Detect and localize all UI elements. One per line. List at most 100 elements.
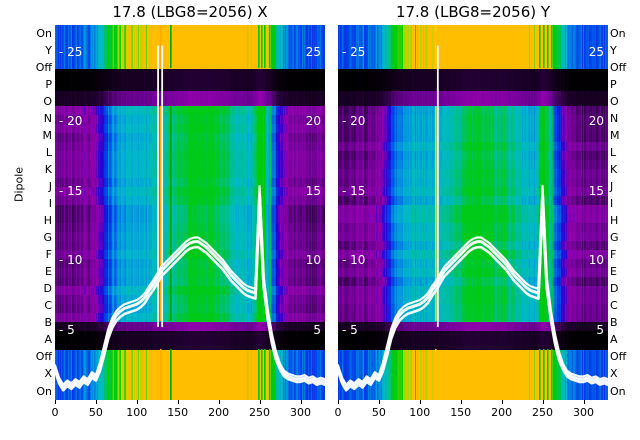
- dipole-tick-label: K: [610, 162, 618, 176]
- x-tick-label: 100: [126, 406, 148, 419]
- inner-ytick-label: - 15: [59, 183, 83, 198]
- x-tick-mark: [177, 400, 179, 404]
- x-tick-mark: [378, 400, 380, 404]
- dipole-tick-label: M: [610, 128, 620, 142]
- inner-ytick-label: 25: [305, 44, 321, 59]
- spectrogram-panel-y[interactable]: - 25 25 - 20 20 - 15 15 - 10 10 - 5 5: [338, 25, 608, 400]
- dipole-tick-label: J: [48, 179, 52, 193]
- dipole-tick-label: Y: [45, 43, 52, 57]
- x-tick-label: 150: [167, 406, 189, 419]
- inner-ytick-label: - 25: [59, 44, 83, 59]
- dipole-tick-label: G: [610, 231, 619, 245]
- dipole-tick-label: O: [610, 94, 619, 108]
- dipole-tick-label: Y: [610, 43, 617, 57]
- dipole-tick-label: H: [43, 214, 52, 227]
- dipole-tick-label: P: [610, 77, 617, 91]
- dipole-tick-label: C: [610, 299, 618, 313]
- dipole-tick-label: N: [43, 111, 52, 125]
- x-tick-mark: [95, 400, 97, 404]
- x-tick-label: 200: [208, 406, 230, 419]
- heatmap-image-x: [55, 25, 325, 400]
- x-tick-mark: [583, 400, 585, 404]
- inner-ytick-label: 15: [305, 183, 321, 198]
- dipole-tick-label: P: [45, 77, 52, 91]
- panel-title-right: 17.8 (LBG8=2056) Y: [395, 3, 551, 21]
- dipole-tick-label: L: [45, 145, 52, 159]
- dipole-tick-label: D: [610, 282, 619, 296]
- y-axis-label: Dipole: [12, 166, 26, 203]
- x-tick-label: 300: [290, 406, 311, 419]
- spectrogram-panel-x[interactable]: - 25 25 - 20 20 - 15 15 - 10 10 - 5 5: [55, 25, 325, 400]
- x-tick-label: 50: [88, 406, 103, 419]
- inner-ytick-label: - 10: [59, 253, 83, 268]
- x-tick-label: 250: [532, 406, 553, 419]
- dipole-tick-label: L: [610, 145, 617, 159]
- inner-ytick-label: 15: [588, 183, 604, 198]
- dipole-tick-label: A: [44, 333, 52, 347]
- x-axis-right: 0 50 100 150 200 250 300: [334, 400, 608, 430]
- x-tick-mark: [55, 400, 56, 404]
- inner-ytick-label: - 5: [59, 322, 75, 337]
- dipole-tick-label: F: [610, 248, 617, 262]
- x-tick-label: 0: [334, 406, 342, 419]
- dipole-tick-label: C: [44, 299, 52, 313]
- inner-ytick-label: 20: [305, 114, 321, 129]
- x-tick-label: 200: [491, 406, 513, 419]
- inner-ytick-label: - 20: [342, 114, 366, 129]
- dipole-tick-label: I: [48, 197, 52, 210]
- heatmap-image-y: [338, 25, 608, 400]
- dipole-tick-label: B: [44, 316, 52, 330]
- dipole-tick-label: K: [44, 162, 52, 176]
- x-tick-mark: [419, 400, 421, 404]
- inner-ytick-label: 10: [588, 253, 604, 268]
- dipole-tick-label: H: [610, 214, 619, 227]
- dipole-axis-left: On Y Off P O N M L K J I H G F E D C B A Off X On: [18, 25, 52, 400]
- inner-ytick-label: - 20: [59, 114, 83, 129]
- x-tick-label: 100: [409, 406, 431, 419]
- dipole-tick-label: Off: [35, 350, 52, 364]
- dipole-axis-right: On Y Off P O N M L K J I H G F E D C B A Off X On: [608, 25, 640, 400]
- dipole-tick-label: Off: [610, 60, 627, 74]
- dipole-tick-label: On: [36, 26, 52, 40]
- x-tick-mark: [501, 400, 503, 404]
- dipole-tick-label: I: [610, 197, 614, 210]
- inner-ytick-label: 20: [588, 114, 604, 129]
- dipole-tick-label: On: [36, 384, 52, 398]
- dipole-tick-label: N: [610, 111, 619, 125]
- dipole-tick-label: Off: [610, 350, 627, 364]
- x-tick-label: 0: [51, 406, 59, 419]
- x-tick-label: 150: [450, 406, 472, 419]
- dipole-tick-label: E: [610, 265, 617, 279]
- x-tick-mark: [259, 400, 261, 404]
- x-tick-mark: [136, 400, 138, 404]
- dipole-tick-label: D: [43, 282, 52, 296]
- panel-title-left: 17.8 (LBG8=2056) X: [112, 3, 268, 21]
- inner-ytick-label: - 15: [342, 183, 366, 198]
- dipole-tick-label: Off: [35, 60, 52, 74]
- inner-ytick-label: - 5: [342, 322, 358, 337]
- dipole-tick-label: X: [610, 367, 618, 381]
- dipole-tick-label: F: [45, 248, 52, 262]
- inner-ytick-label: - 10: [342, 253, 366, 268]
- inner-ytick-label: 5: [596, 322, 604, 337]
- x-tick-mark: [460, 400, 462, 404]
- dipole-tick-label: E: [45, 265, 52, 279]
- x-tick-label: 300: [573, 406, 594, 419]
- x-tick-label: 250: [249, 406, 270, 419]
- dipole-tick-label: On: [610, 384, 626, 398]
- inner-ytick-label: - 25: [342, 44, 366, 59]
- inner-ytick-label: 10: [305, 253, 321, 268]
- dipole-tick-label: O: [43, 94, 52, 108]
- dipole-tick-label: J: [610, 179, 614, 193]
- dipole-tick-label: M: [42, 128, 53, 142]
- dipole-tick-label: B: [610, 316, 618, 330]
- inner-ytick-label: 25: [588, 44, 604, 59]
- dipole-tick-label: On: [610, 26, 626, 40]
- x-tick-mark: [338, 400, 339, 404]
- x-tick-label: 50: [371, 406, 386, 419]
- dipole-tick-label: X: [44, 367, 52, 381]
- inner-ytick-label: 5: [313, 322, 321, 337]
- x-tick-mark: [300, 400, 302, 404]
- x-tick-mark: [542, 400, 544, 404]
